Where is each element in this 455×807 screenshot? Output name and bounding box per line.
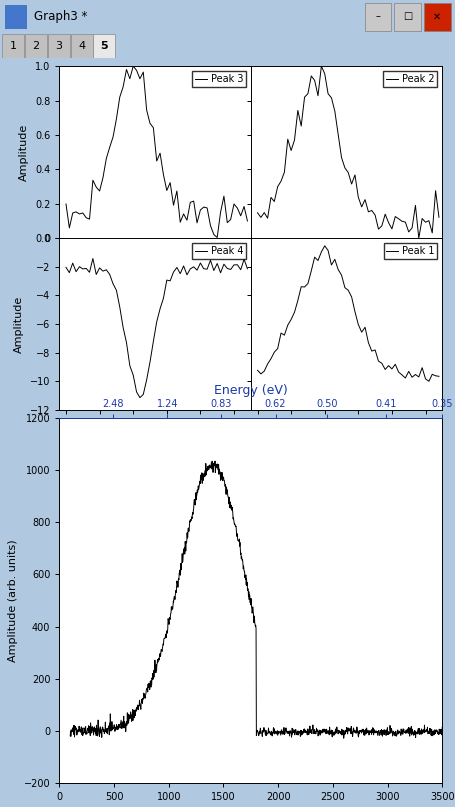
Text: Graph3 *: Graph3 * [34,10,87,23]
Text: 1: 1 [10,40,17,51]
Text: 2: 2 [32,40,40,51]
Bar [25,34,47,58]
Legend: Peak 3: Peak 3 [192,71,245,87]
Text: 4: 4 [78,40,85,51]
Text: 3: 3 [55,40,62,51]
Legend: Peak 2: Peak 2 [383,71,436,87]
Bar [93,34,115,58]
Y-axis label: Amplitude: Amplitude [19,123,29,181]
X-axis label: Energy (eV): Energy (eV) [213,383,287,396]
Text: –: – [375,11,379,21]
Y-axis label: Amplitude (arb. units): Amplitude (arb. units) [8,539,18,662]
Text: □: □ [402,11,411,21]
Bar [364,3,390,31]
Text: 5: 5 [101,40,108,51]
X-axis label: Channel: Channel [132,435,177,445]
Bar [2,34,24,58]
Bar [71,34,92,58]
Y-axis label: Amplitude: Amplitude [14,295,24,353]
Bar [48,34,70,58]
Legend: Peak 4: Peak 4 [192,243,245,259]
Legend: Peak 1: Peak 1 [383,243,436,259]
Bar [423,3,450,31]
Text: ✕: ✕ [432,11,440,21]
Bar [5,5,27,29]
X-axis label: Channel: Channel [323,435,369,445]
Bar [394,3,420,31]
